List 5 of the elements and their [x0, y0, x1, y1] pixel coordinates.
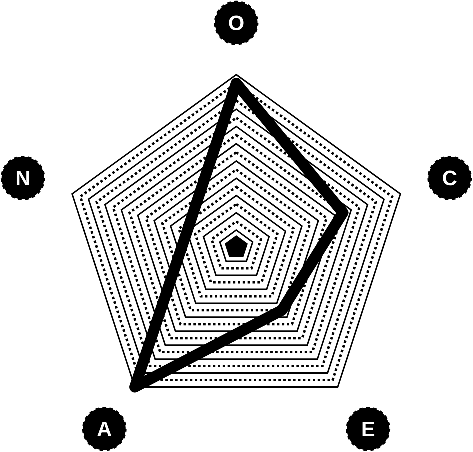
- spoke-label: O: [229, 16, 244, 30]
- spoke-label: E: [362, 422, 375, 436]
- spoke-label: C: [443, 170, 457, 186]
- spoke-label: A: [98, 422, 112, 436]
- spoke-label: N: [16, 170, 30, 186]
